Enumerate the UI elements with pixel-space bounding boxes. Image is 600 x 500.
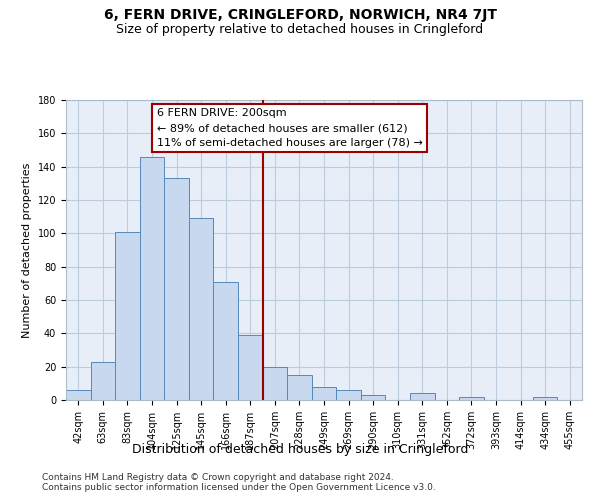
Text: Contains public sector information licensed under the Open Government Licence v3: Contains public sector information licen… — [42, 482, 436, 492]
Bar — [361, 395, 385, 400]
Bar — [263, 366, 287, 400]
Bar — [287, 375, 312, 400]
Text: Contains HM Land Registry data © Crown copyright and database right 2024.: Contains HM Land Registry data © Crown c… — [42, 472, 394, 482]
Bar — [312, 386, 336, 400]
Text: Size of property relative to detached houses in Cringleford: Size of property relative to detached ho… — [116, 22, 484, 36]
Bar — [91, 362, 115, 400]
Text: Distribution of detached houses by size in Cringleford: Distribution of detached houses by size … — [132, 442, 468, 456]
Bar — [459, 396, 484, 400]
Bar — [66, 390, 91, 400]
Bar — [140, 156, 164, 400]
Bar — [238, 335, 263, 400]
Text: 6, FERN DRIVE, CRINGLEFORD, NORWICH, NR4 7JT: 6, FERN DRIVE, CRINGLEFORD, NORWICH, NR4… — [104, 8, 497, 22]
Text: 6 FERN DRIVE: 200sqm
← 89% of detached houses are smaller (612)
11% of semi-deta: 6 FERN DRIVE: 200sqm ← 89% of detached h… — [157, 108, 423, 148]
Bar — [115, 232, 140, 400]
Bar — [164, 178, 189, 400]
Bar — [410, 394, 434, 400]
Y-axis label: Number of detached properties: Number of detached properties — [22, 162, 32, 338]
Bar — [189, 218, 214, 400]
Bar — [533, 396, 557, 400]
Bar — [214, 282, 238, 400]
Bar — [336, 390, 361, 400]
